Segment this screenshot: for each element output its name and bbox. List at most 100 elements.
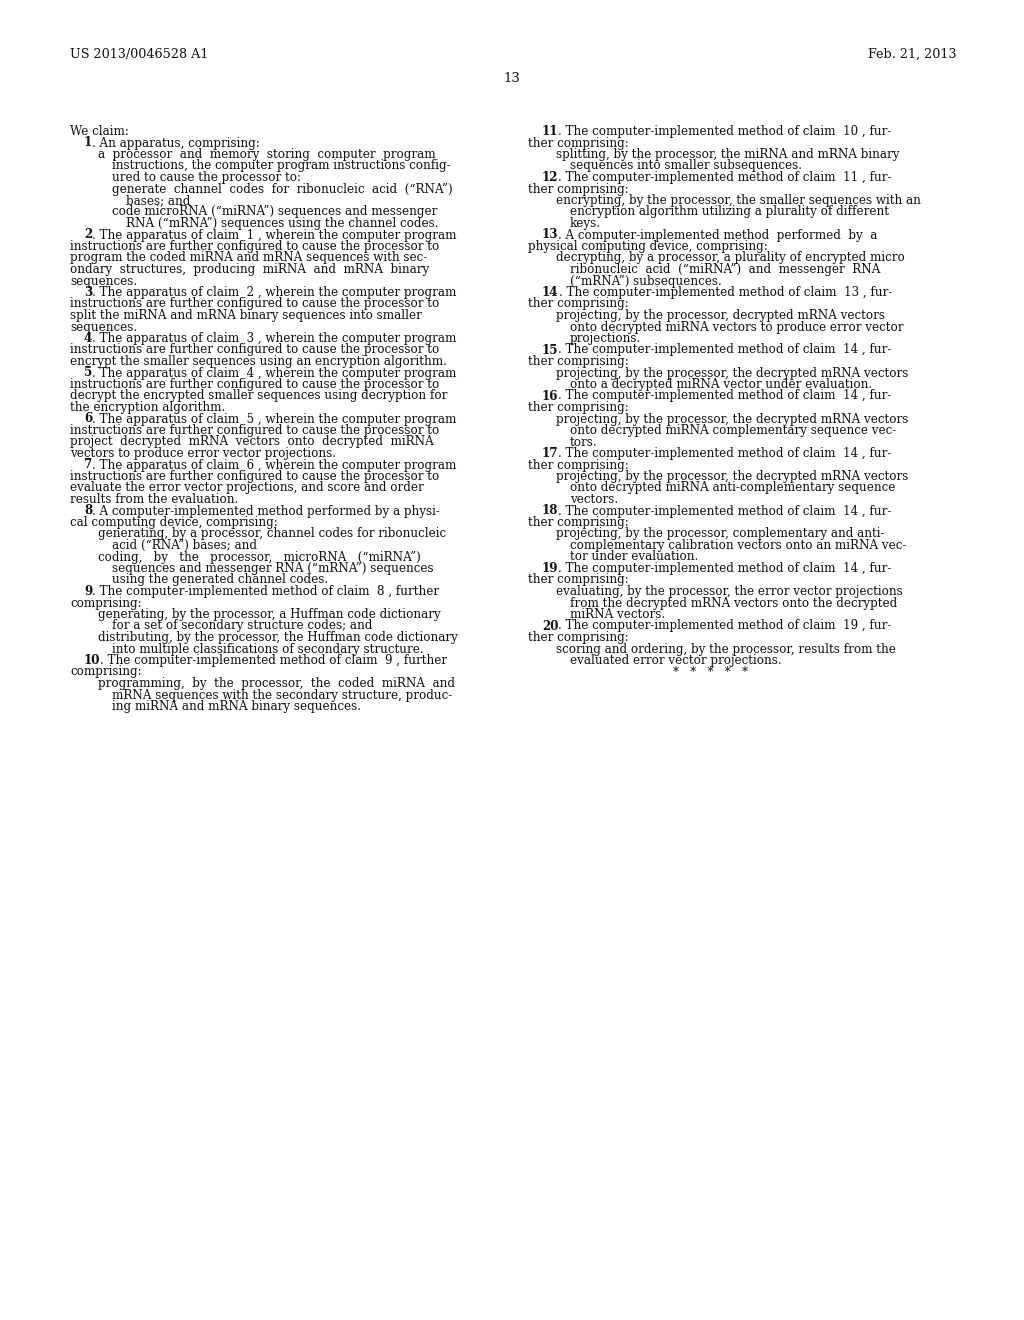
Text: 4: 4 [84, 333, 92, 345]
Text: 6: 6 [84, 412, 92, 425]
Text: ther comprising:: ther comprising: [528, 401, 629, 414]
Text: instructions are further configured to cause the processor to: instructions are further configured to c… [70, 424, 439, 437]
Text: sequences.: sequences. [70, 321, 137, 334]
Text: . The apparatus of claim  5 , wherein the computer program: . The apparatus of claim 5 , wherein the… [92, 412, 457, 425]
Text: 14: 14 [542, 286, 559, 300]
Text: 2: 2 [84, 228, 92, 242]
Text: . The computer-implemented method of claim  14 , fur-: . The computer-implemented method of cla… [558, 343, 892, 356]
Text: ondary  structures,  producing  miRNA  and  mRNA  binary: ondary structures, producing miRNA and m… [70, 263, 429, 276]
Text: sequences and messenger RNA (“mRNA”) sequences: sequences and messenger RNA (“mRNA”) seq… [112, 562, 433, 576]
Text: comprising:: comprising: [70, 597, 141, 610]
Text: . The apparatus of claim  4 , wherein the computer program: . The apparatus of claim 4 , wherein the… [92, 367, 457, 380]
Text: projections.: projections. [570, 333, 641, 345]
Text: onto decrypted miRNA anti-complementary sequence: onto decrypted miRNA anti-complementary … [570, 482, 895, 495]
Text: sequences into smaller subsequences.: sequences into smaller subsequences. [570, 160, 802, 173]
Text: instructions are further configured to cause the processor to: instructions are further configured to c… [70, 343, 439, 356]
Text: ing miRNA and mRNA binary sequences.: ing miRNA and mRNA binary sequences. [112, 700, 361, 713]
Text: US 2013/0046528 A1: US 2013/0046528 A1 [70, 48, 208, 61]
Text: results from the evaluation.: results from the evaluation. [70, 492, 239, 506]
Text: 16: 16 [542, 389, 558, 403]
Text: ther comprising:: ther comprising: [528, 355, 629, 368]
Text: cal computing device, comprising:: cal computing device, comprising: [70, 516, 278, 529]
Text: ther comprising:: ther comprising: [528, 516, 629, 529]
Text: . The computer-implemented method of claim  13 , fur-: . The computer-implemented method of cla… [559, 286, 892, 300]
Text: . The computer-implemented method of claim  11 , fur-: . The computer-implemented method of cla… [558, 172, 892, 183]
Text: bases; and: bases; and [126, 194, 190, 207]
Text: . The computer-implemented method of claim  14 , fur-: . The computer-implemented method of cla… [558, 389, 892, 403]
Text: (“mRNA”) subsequences.: (“mRNA”) subsequences. [570, 275, 722, 288]
Text: evaluated error vector projections.: evaluated error vector projections. [570, 653, 781, 667]
Text: into multiple classifications of secondary structure.: into multiple classifications of seconda… [112, 643, 424, 656]
Text: 11: 11 [542, 125, 558, 139]
Text: tors.: tors. [570, 436, 598, 449]
Text: ther comprising:: ther comprising: [528, 297, 629, 310]
Text: instructions are further configured to cause the processor to: instructions are further configured to c… [70, 297, 439, 310]
Text: . The apparatus of claim  3 , wherein the computer program: . The apparatus of claim 3 , wherein the… [92, 333, 457, 345]
Text: 3: 3 [84, 286, 92, 300]
Text: . A computer-implemented method  performed  by  a: . A computer-implemented method performe… [558, 228, 878, 242]
Text: instructions are further configured to cause the processor to: instructions are further configured to c… [70, 378, 439, 391]
Text: 13: 13 [542, 228, 558, 242]
Text: keys.: keys. [570, 216, 601, 230]
Text: project  decrypted  mRNA  vectors  onto  decrypted  miRNA: project decrypted mRNA vectors onto decr… [70, 436, 434, 449]
Text: encrypt the smaller sequences using an encryption algorithm.: encrypt the smaller sequences using an e… [70, 355, 446, 368]
Text: evaluate the error vector projections, and score and order: evaluate the error vector projections, a… [70, 482, 424, 495]
Text: ured to cause the processor to:: ured to cause the processor to: [112, 172, 301, 183]
Text: ther comprising:: ther comprising: [528, 182, 629, 195]
Text: 7: 7 [84, 458, 92, 471]
Text: ther comprising:: ther comprising: [528, 631, 629, 644]
Text: . An apparatus, comprising:: . An apparatus, comprising: [92, 136, 260, 149]
Text: complementary calibration vectors onto an miRNA vec-: complementary calibration vectors onto a… [570, 539, 906, 552]
Text: 17: 17 [542, 447, 558, 459]
Text: . The apparatus of claim  6 , wherein the computer program: . The apparatus of claim 6 , wherein the… [92, 458, 457, 471]
Text: evaluating, by the processor, the error vector projections: evaluating, by the processor, the error … [556, 585, 903, 598]
Text: . The computer-implemented method of claim  14 , fur-: . The computer-implemented method of cla… [558, 504, 892, 517]
Text: code microRNA (“miRNA”) sequences and messenger: code microRNA (“miRNA”) sequences and me… [112, 206, 437, 219]
Text: ther comprising:: ther comprising: [528, 136, 629, 149]
Text: instructions are further configured to cause the processor to: instructions are further configured to c… [70, 470, 439, 483]
Text: from the decrypted mRNA vectors onto the decrypted: from the decrypted mRNA vectors onto the… [570, 597, 897, 610]
Text: physical computing device, comprising:: physical computing device, comprising: [528, 240, 768, 253]
Text: generating, by a processor, channel codes for ribonucleic: generating, by a processor, channel code… [98, 528, 446, 540]
Text: vectors.: vectors. [570, 492, 618, 506]
Text: decrypting, by a processor, a plurality of encrypted micro: decrypting, by a processor, a plurality … [556, 252, 905, 264]
Text: . The computer-implemented method of claim  19 , fur-: . The computer-implemented method of cla… [558, 619, 892, 632]
Text: acid (“RNA”) bases; and: acid (“RNA”) bases; and [112, 539, 257, 552]
Text: 9: 9 [84, 585, 92, 598]
Text: using the generated channel codes.: using the generated channel codes. [112, 573, 328, 586]
Text: . The computer-implemented method of claim  8 , further: . The computer-implemented method of cla… [92, 585, 439, 598]
Text: . The apparatus of claim  2 , wherein the computer program: . The apparatus of claim 2 , wherein the… [92, 286, 457, 300]
Text: 5: 5 [84, 367, 92, 380]
Text: scoring and ordering, by the processor, results from the: scoring and ordering, by the processor, … [556, 643, 896, 656]
Text: instructions, the computer program instructions config-: instructions, the computer program instr… [112, 160, 451, 173]
Text: vectors to produce error vector projections.: vectors to produce error vector projecti… [70, 447, 336, 459]
Text: 18: 18 [542, 504, 558, 517]
Text: miRNA vectors.: miRNA vectors. [570, 609, 666, 620]
Text: generating, by the processor, a Huffman code dictionary: generating, by the processor, a Huffman … [98, 609, 440, 620]
Text: sequences.: sequences. [70, 275, 137, 288]
Text: decrypt the encrypted smaller sequences using decryption for: decrypt the encrypted smaller sequences … [70, 389, 447, 403]
Text: onto a decrypted miRNA vector under evaluation.: onto a decrypted miRNA vector under eval… [570, 378, 872, 391]
Text: split the miRNA and mRNA binary sequences into smaller: split the miRNA and mRNA binary sequence… [70, 309, 422, 322]
Text: onto decrypted miRNA vectors to produce error vector: onto decrypted miRNA vectors to produce … [570, 321, 903, 334]
Text: projecting, by the processor, complementary and anti-: projecting, by the processor, complement… [556, 528, 885, 540]
Text: splitting, by the processor, the miRNA and mRNA binary: splitting, by the processor, the miRNA a… [556, 148, 899, 161]
Text: comprising:: comprising: [70, 665, 141, 678]
Text: 19: 19 [542, 562, 558, 576]
Text: projecting, by the processor, the decrypted mRNA vectors: projecting, by the processor, the decryp… [556, 470, 908, 483]
Text: We claim:: We claim: [70, 125, 129, 139]
Text: for a set of secondary structure codes; and: for a set of secondary structure codes; … [112, 619, 373, 632]
Text: ribonucleic  acid  (“miRNA”)  and  messenger  RNA: ribonucleic acid (“miRNA”) and messenger… [570, 263, 881, 276]
Text: . The computer-implemented method of claim  9 , further: . The computer-implemented method of cla… [100, 653, 447, 667]
Text: 15: 15 [542, 343, 558, 356]
Text: 20: 20 [542, 619, 558, 632]
Text: projecting, by the processor, the decrypted mRNA vectors: projecting, by the processor, the decryp… [556, 367, 908, 380]
Text: Feb. 21, 2013: Feb. 21, 2013 [867, 48, 956, 61]
Text: projecting, by the processor, the decrypted mRNA vectors: projecting, by the processor, the decryp… [556, 412, 908, 425]
Text: distributing, by the processor, the Huffman code dictionary: distributing, by the processor, the Huff… [98, 631, 458, 644]
Text: projecting, by the processor, decrypted mRNA vectors: projecting, by the processor, decrypted … [556, 309, 885, 322]
Text: ther comprising:: ther comprising: [528, 458, 629, 471]
Text: ther comprising:: ther comprising: [528, 573, 629, 586]
Text: coding,   by   the   processor,   microRNA   (“miRNA”): coding, by the processor, microRNA (“miR… [98, 550, 421, 564]
Text: *   *   *   *   *: * * * * * [673, 665, 748, 678]
